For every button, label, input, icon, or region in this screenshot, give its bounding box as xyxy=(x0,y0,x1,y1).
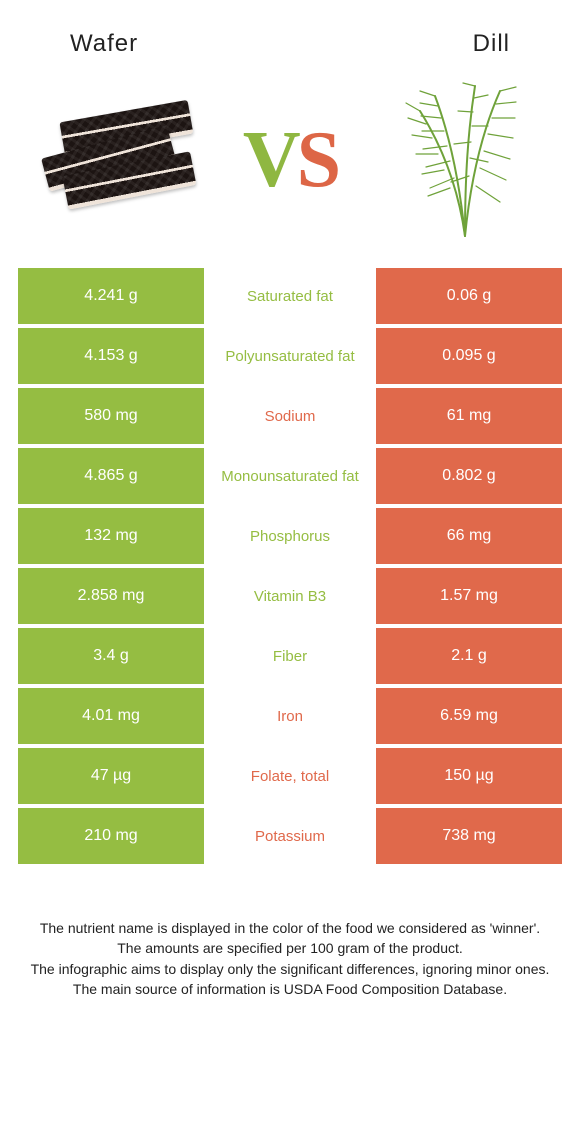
cell-left-value: 4.241 g xyxy=(18,268,204,324)
header-left-label: Wafer xyxy=(70,30,138,58)
cell-nutrient-label: Phosphorus xyxy=(204,508,376,564)
vs-v: V xyxy=(243,116,297,204)
comparison-table: 4.241 gSaturated fat0.06 g4.153 gPolyuns… xyxy=(0,268,580,864)
cell-nutrient-label: Fiber xyxy=(204,628,376,684)
cell-left-value: 132 mg xyxy=(18,508,204,564)
dill-icon xyxy=(380,76,550,246)
table-row: 4.865 gMonounsaturated fat0.802 g xyxy=(18,448,562,504)
cell-right-value: 2.1 g xyxy=(376,628,562,684)
cell-left-value: 4.865 g xyxy=(18,448,204,504)
footnote-line: The nutrient name is displayed in the co… xyxy=(30,918,550,938)
cell-left-value: 210 mg xyxy=(18,808,204,864)
cell-right-value: 150 µg xyxy=(376,748,562,804)
cell-left-value: 2.858 mg xyxy=(18,568,204,624)
hero: VS xyxy=(0,68,580,268)
table-row: 4.241 gSaturated fat0.06 g xyxy=(18,268,562,324)
cell-nutrient-label: Folate, total xyxy=(204,748,376,804)
vs-s: S xyxy=(297,116,338,204)
vs-label: VS xyxy=(243,115,337,206)
cell-right-value: 0.802 g xyxy=(376,448,562,504)
cell-right-value: 61 mg xyxy=(376,388,562,444)
table-row: 580 mgSodium61 mg xyxy=(18,388,562,444)
footnote-line: The main source of information is USDA F… xyxy=(30,979,550,999)
table-row: 3.4 gFiber2.1 g xyxy=(18,628,562,684)
cell-right-value: 1.57 mg xyxy=(376,568,562,624)
cell-right-value: 66 mg xyxy=(376,508,562,564)
footnote-line: The amounts are specified per 100 gram o… xyxy=(30,938,550,958)
cell-right-value: 738 mg xyxy=(376,808,562,864)
footnotes: The nutrient name is displayed in the co… xyxy=(0,868,580,999)
cell-nutrient-label: Iron xyxy=(204,688,376,744)
cell-right-value: 0.095 g xyxy=(376,328,562,384)
cell-nutrient-label: Monounsaturated fat xyxy=(204,448,376,504)
cell-left-value: 4.153 g xyxy=(18,328,204,384)
table-row: 4.153 gPolyunsaturated fat0.095 g xyxy=(18,328,562,384)
cell-nutrient-label: Potassium xyxy=(204,808,376,864)
cell-left-value: 580 mg xyxy=(18,388,204,444)
cell-nutrient-label: Sodium xyxy=(204,388,376,444)
dill-image xyxy=(380,76,550,246)
cell-left-value: 3.4 g xyxy=(18,628,204,684)
cell-nutrient-label: Polyunsaturated fat xyxy=(204,328,376,384)
table-row: 4.01 mgIron6.59 mg xyxy=(18,688,562,744)
header-right-label: Dill xyxy=(473,30,510,58)
header: Wafer Dill xyxy=(0,0,580,68)
table-row: 2.858 mgVitamin B31.57 mg xyxy=(18,568,562,624)
cell-nutrient-label: Saturated fat xyxy=(204,268,376,324)
table-row: 132 mgPhosphorus66 mg xyxy=(18,508,562,564)
table-row: 210 mgPotassium738 mg xyxy=(18,808,562,864)
cell-left-value: 47 µg xyxy=(18,748,204,804)
table-row: 47 µgFolate, total150 µg xyxy=(18,748,562,804)
cell-right-value: 6.59 mg xyxy=(376,688,562,744)
cell-nutrient-label: Vitamin B3 xyxy=(204,568,376,624)
cell-left-value: 4.01 mg xyxy=(18,688,204,744)
wafer-image xyxy=(30,76,200,246)
footnote-line: The infographic aims to display only the… xyxy=(30,959,550,979)
cell-right-value: 0.06 g xyxy=(376,268,562,324)
